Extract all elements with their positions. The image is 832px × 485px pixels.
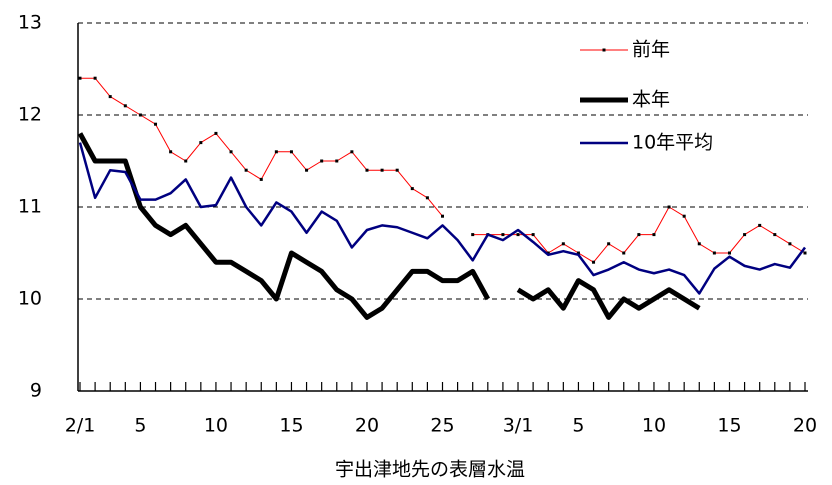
point-marker bbox=[244, 168, 248, 172]
point-marker bbox=[592, 260, 596, 264]
point-marker bbox=[78, 76, 82, 80]
point-marker bbox=[516, 233, 520, 237]
point-marker bbox=[788, 242, 792, 246]
point-marker bbox=[123, 104, 127, 108]
point-marker bbox=[380, 168, 384, 172]
y-tick-label: 13 bbox=[18, 12, 42, 34]
point-marker bbox=[425, 196, 429, 200]
x-tick-label: 5 bbox=[572, 415, 584, 437]
point-marker bbox=[682, 214, 686, 218]
point-marker bbox=[305, 168, 309, 172]
point-marker bbox=[727, 251, 731, 255]
point-marker bbox=[289, 150, 293, 154]
y-tick-label: 11 bbox=[18, 196, 42, 218]
point-marker bbox=[320, 159, 324, 163]
point-marker bbox=[229, 150, 233, 154]
point-marker bbox=[546, 251, 550, 255]
x-tick-label: 2/1 bbox=[65, 415, 96, 437]
point-marker bbox=[395, 168, 399, 172]
legend-marker bbox=[602, 48, 606, 52]
x-axis-title: 宇出津地先の表層水温 bbox=[335, 459, 525, 481]
point-marker bbox=[471, 233, 475, 237]
point-marker bbox=[199, 141, 203, 145]
x-tick-label: 10 bbox=[642, 415, 666, 437]
point-marker bbox=[622, 251, 626, 255]
point-marker bbox=[531, 233, 535, 237]
series-line bbox=[80, 77, 806, 263]
point-marker bbox=[214, 131, 218, 135]
y-tick-label: 12 bbox=[18, 104, 42, 126]
y-tick-label: 10 bbox=[18, 288, 42, 310]
point-marker bbox=[365, 168, 369, 172]
point-marker bbox=[576, 251, 580, 255]
point-marker bbox=[652, 233, 656, 237]
point-marker bbox=[108, 95, 112, 99]
point-marker bbox=[697, 242, 701, 246]
x-tick-label: 15 bbox=[279, 415, 303, 437]
point-marker bbox=[667, 205, 671, 209]
y-tick-label: 9 bbox=[30, 380, 42, 402]
point-marker bbox=[335, 159, 339, 163]
series-line bbox=[78, 142, 807, 295]
point-marker bbox=[607, 242, 611, 246]
point-marker bbox=[561, 242, 565, 246]
legend-label: 前年 bbox=[632, 39, 670, 61]
point-marker bbox=[501, 233, 505, 237]
point-marker bbox=[803, 251, 807, 255]
point-marker bbox=[758, 223, 762, 227]
point-marker bbox=[712, 251, 716, 255]
point-marker bbox=[637, 233, 641, 237]
legend-label: 10年平均 bbox=[632, 132, 713, 154]
point-marker bbox=[138, 113, 142, 117]
point-marker bbox=[93, 76, 97, 80]
point-marker bbox=[743, 233, 747, 237]
point-marker bbox=[441, 214, 444, 218]
legend-label: 本年 bbox=[632, 89, 670, 111]
point-marker bbox=[259, 177, 263, 181]
series-line bbox=[77, 132, 701, 320]
x-tick-label: 20 bbox=[355, 415, 379, 437]
x-tick-label: 5 bbox=[134, 415, 146, 437]
x-tick-label: 20 bbox=[793, 415, 817, 437]
point-marker bbox=[773, 233, 777, 237]
point-marker bbox=[274, 150, 278, 154]
x-tick-label: 25 bbox=[430, 415, 454, 437]
x-tick-label: 10 bbox=[204, 415, 228, 437]
point-marker bbox=[169, 150, 173, 154]
x-tick-label: 3/1 bbox=[503, 415, 534, 437]
x-tick-label: 15 bbox=[717, 415, 741, 437]
point-marker bbox=[410, 187, 414, 191]
point-marker bbox=[154, 122, 158, 126]
point-marker bbox=[184, 159, 188, 163]
point-marker bbox=[350, 150, 354, 154]
